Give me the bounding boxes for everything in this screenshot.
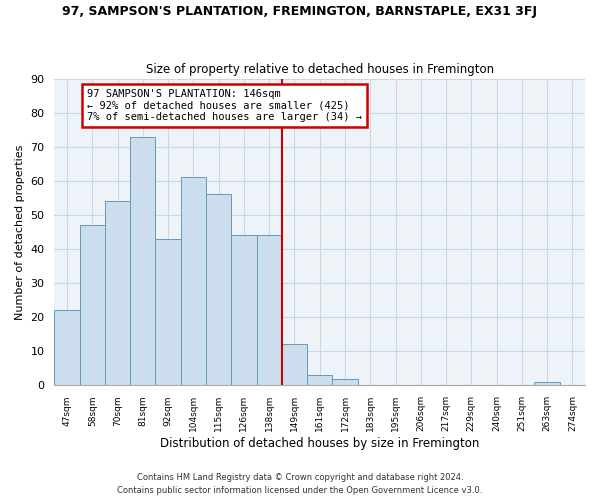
Bar (181, 178, 206, 386)
Bar (130, 136, 155, 386)
Bar (206, 194, 231, 386)
Bar (282, 344, 307, 386)
Bar (231, 236, 257, 386)
Bar (105, 202, 130, 386)
Bar (155, 239, 181, 386)
Bar (535, 382, 560, 386)
Bar (80, 225, 105, 386)
Bar (332, 378, 358, 386)
Title: Size of property relative to detached houses in Fremington: Size of property relative to detached ho… (146, 63, 494, 76)
Text: 97 SAMPSON'S PLANTATION: 146sqm
← 92% of detached houses are smaller (425)
7% of: 97 SAMPSON'S PLANTATION: 146sqm ← 92% of… (87, 89, 362, 122)
X-axis label: Distribution of detached houses by size in Fremington: Distribution of detached houses by size … (160, 437, 479, 450)
Bar (307, 375, 332, 386)
Text: 97, SAMPSON'S PLANTATION, FREMINGTON, BARNSTAPLE, EX31 3FJ: 97, SAMPSON'S PLANTATION, FREMINGTON, BA… (62, 5, 538, 18)
Y-axis label: Number of detached properties: Number of detached properties (15, 144, 25, 320)
Bar (257, 236, 282, 386)
Text: Contains HM Land Registry data © Crown copyright and database right 2024.
Contai: Contains HM Land Registry data © Crown c… (118, 474, 482, 495)
Bar (55, 310, 80, 386)
